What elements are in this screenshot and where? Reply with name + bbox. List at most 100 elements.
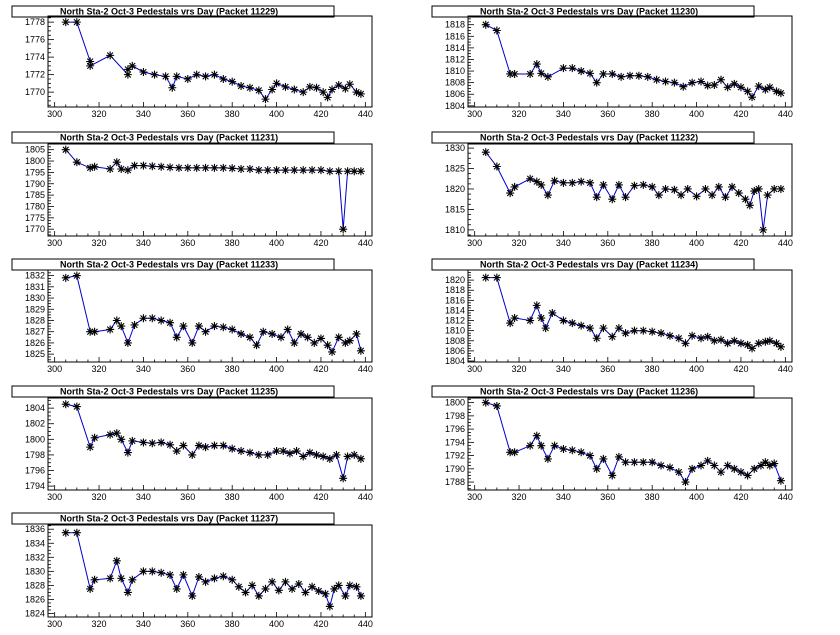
data-point [188,591,197,600]
chart-title: North Sta-2 Oct-3 Pedestals vrs Day (Pac… [480,133,698,143]
data-point [677,191,686,200]
data-point [308,166,317,175]
data-point [294,579,303,588]
data-point [648,327,657,336]
data-point [688,464,697,473]
data-point [703,456,712,465]
data-point [559,444,568,453]
data-point [201,327,210,336]
plot-frame [467,15,793,108]
chart-title: North Sta-2 Oct-3 Pedestals vrs Day (Pac… [60,260,278,270]
x-tick-label: 300 [47,238,62,248]
data-point [219,75,228,83]
data-point [237,447,246,456]
data-point [765,83,774,92]
data-point [219,163,228,172]
chart-title-box [431,385,755,398]
y-tick-label: 1816 [445,31,465,41]
data-point [174,163,183,172]
data-point [237,164,246,173]
data-point [228,77,237,86]
data-point [86,163,95,172]
x-tick-label: 420 [313,492,328,502]
data-point [654,191,663,200]
data-point [263,166,272,175]
data-point [532,431,541,440]
data-point [748,344,757,353]
x-tick-label: 440 [358,619,373,629]
data-point [352,88,361,97]
data-point [648,182,657,191]
y-tick-label: 1776 [25,35,45,45]
x-tick-label: 380 [225,109,240,119]
x-tick-label: 340 [136,364,151,374]
data-point [710,461,719,470]
data-point [316,166,325,175]
data-point [61,18,70,27]
x-tick-label: 300 [467,238,482,248]
y-tick-label: 1792 [445,451,465,461]
x-tick-label: 440 [778,364,793,374]
data-point [325,167,334,176]
x-tick-label: 380 [225,238,240,248]
x-tick-label: 380 [225,492,240,502]
data-point [150,70,159,79]
y-tick-label: 1808 [445,336,465,346]
data-point [586,324,595,333]
data-point [86,61,95,70]
y-tick-label: 1796 [445,424,465,434]
chart-title: North Sta-2 Oct-3 Pedestals vrs Day (Pac… [60,7,278,17]
y-tick-label: 1810 [445,326,465,336]
data-point [481,398,490,407]
data-point [614,180,623,189]
data-point [61,273,70,282]
y-tick-label: 1798 [445,411,465,421]
chart-panel-8: North Sta-2 Oct-3 Pedestals vrs Day (Pac… [431,385,793,502]
data-point [481,273,490,282]
data-point [168,83,177,92]
data-point [772,339,781,348]
x-tick-label: 420 [313,238,328,248]
data-point [245,333,254,342]
data-point [123,588,132,597]
data-point [510,69,519,78]
data-point [288,584,297,593]
data-point [736,468,745,477]
data-point [537,441,546,450]
data-point [643,72,652,81]
chart-panel-7: North Sta-2 Oct-3 Pedestals vrs Day (Pac… [11,385,373,502]
data-point [776,476,785,485]
data-point [148,314,157,323]
data-point [543,191,552,200]
data-point [577,448,586,457]
data-point [756,461,765,470]
data-point [310,338,319,347]
plot-frame [467,397,793,491]
data-point [312,83,321,92]
data-point [577,177,586,186]
data-point [670,78,679,87]
data-point [776,184,785,193]
data-point [188,450,197,459]
data-point [332,450,341,459]
data-point [172,584,181,593]
y-tick-label: 1824 [25,608,45,618]
data-point [139,314,148,323]
data-point [510,314,519,323]
chart-panel-2: North Sta-2 Oct-3 Pedestals vrs Day (Pac… [431,5,793,119]
data-point [117,322,126,331]
x-tick-label: 360 [600,364,615,374]
x-tick-label: 400 [689,492,704,502]
data-point [72,271,81,280]
y-tick-label: 1785 [25,190,45,200]
data-point [179,322,188,331]
y-tick-label: 1770 [25,224,45,234]
data-point [506,69,515,78]
data-point [352,329,361,338]
data-point [128,575,137,584]
y-tick-label: 1810 [445,225,465,235]
x-tick-label: 400 [269,492,284,502]
data-point [268,577,277,586]
data-point [305,448,314,457]
data-point [172,447,181,456]
